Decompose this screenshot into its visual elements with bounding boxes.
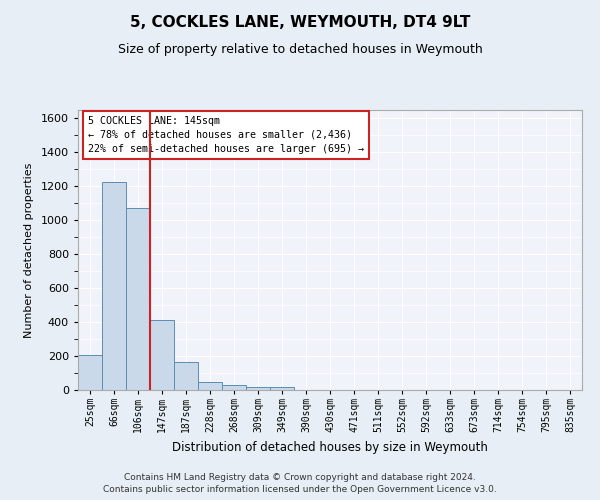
Bar bbox=[174, 362, 198, 390]
Bar bbox=[270, 388, 294, 390]
Text: Size of property relative to detached houses in Weymouth: Size of property relative to detached ho… bbox=[118, 42, 482, 56]
Bar bbox=[102, 182, 126, 390]
Bar bbox=[222, 385, 246, 390]
Bar bbox=[126, 208, 150, 390]
Bar bbox=[246, 387, 270, 390]
Text: 5, COCKLES LANE, WEYMOUTH, DT4 9LT: 5, COCKLES LANE, WEYMOUTH, DT4 9LT bbox=[130, 15, 470, 30]
Text: 5 COCKLES LANE: 145sqm
← 78% of detached houses are smaller (2,436)
22% of semi-: 5 COCKLES LANE: 145sqm ← 78% of detached… bbox=[88, 116, 364, 154]
Y-axis label: Number of detached properties: Number of detached properties bbox=[24, 162, 34, 338]
Bar bbox=[78, 355, 102, 390]
Bar bbox=[198, 382, 222, 390]
X-axis label: Distribution of detached houses by size in Weymouth: Distribution of detached houses by size … bbox=[172, 440, 488, 454]
Bar bbox=[150, 320, 174, 390]
Text: Contains public sector information licensed under the Open Government Licence v3: Contains public sector information licen… bbox=[103, 484, 497, 494]
Text: Contains HM Land Registry data © Crown copyright and database right 2024.: Contains HM Land Registry data © Crown c… bbox=[124, 473, 476, 482]
